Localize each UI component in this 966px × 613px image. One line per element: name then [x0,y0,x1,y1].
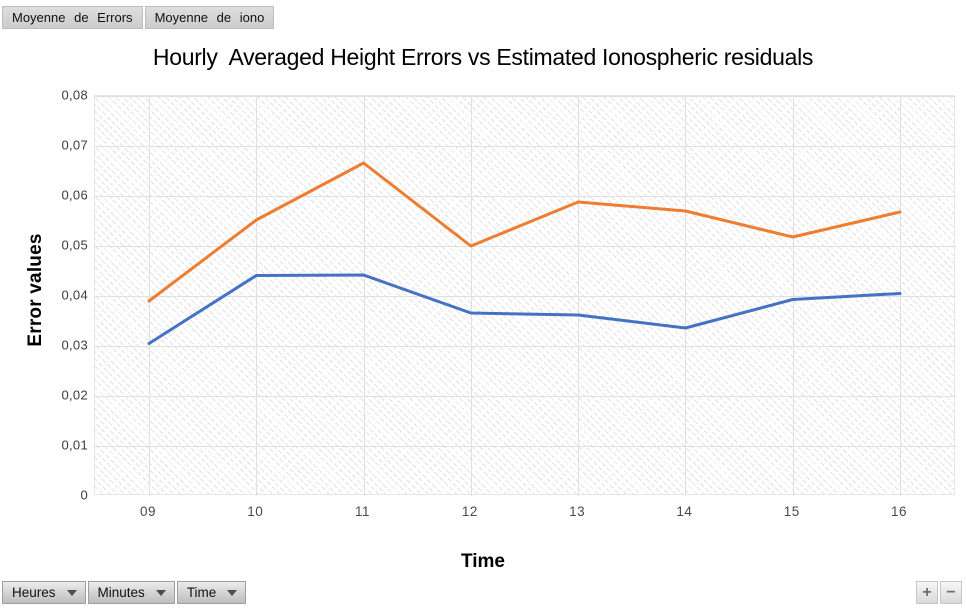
x-tick-label: 14 [676,504,693,519]
footer-dropdown-bar: Heures Minutes Time [2,581,247,604]
series-toggle-errors[interactable]: Moyenne de Errors [2,6,143,29]
x-tick-label: 12 [461,504,478,519]
series-toggle-bar: Moyenne de Errors Moyenne de iono [2,6,275,29]
zoom-in-button[interactable]: + [916,581,938,604]
y-tick-label: 0,04 [61,287,88,303]
x-tick-label: 11 [355,504,371,519]
dropdown-minutes-label: Minutes [97,585,145,600]
x-axis-label: Time [460,551,505,572]
y-tick-label: 0,03 [61,337,88,353]
x-tick-label: 10 [247,504,264,519]
dropdown-heures[interactable]: Heures [2,581,86,604]
x-tick-label: 09 [139,504,157,519]
x-tick-label: 16 [890,504,908,519]
chevron-down-icon [227,589,238,596]
chevron-down-icon [155,589,166,596]
y-axis-ticks: 0 0,01 0,02 0,03 0,04 0,05 0,06 0,07 0,08 [0,88,88,503]
y-tick-label: 0,08 [61,87,88,103]
dropdown-heures-label: Heures [12,585,56,600]
x-tick-label: 15 [783,504,800,519]
series-line-moyenne-de-iono [147,161,902,303]
chart-title: Hourly Averaged Height Errors vs Estimat… [152,44,814,70]
dropdown-time-label: Time [186,585,217,600]
y-tick-label: 0,05 [61,237,88,253]
y-tick-label: 0,06 [61,187,88,203]
y-tick-label: 0 [80,487,88,503]
zoom-out-button[interactable]: − [940,581,962,604]
x-tick-label: 13 [569,504,586,519]
y-tick-label: 0,01 [61,437,88,453]
zoom-controls: + − [916,581,962,604]
x-axis-ticks: 09 10 11 12 13 14 15 16 [94,495,955,525]
y-tick-label: 0,02 [61,387,88,403]
y-tick-label: 0,07 [61,137,88,153]
dropdown-time[interactable]: Time [176,581,247,604]
series-toggle-iono[interactable]: Moyenne de iono [144,6,275,29]
chevron-down-icon [66,589,77,596]
dropdown-minutes[interactable]: Minutes [87,581,175,604]
series-line-moyenne-de-errors [147,273,902,345]
plot-area[interactable] [94,95,956,496]
chart-canvas [95,96,956,496]
